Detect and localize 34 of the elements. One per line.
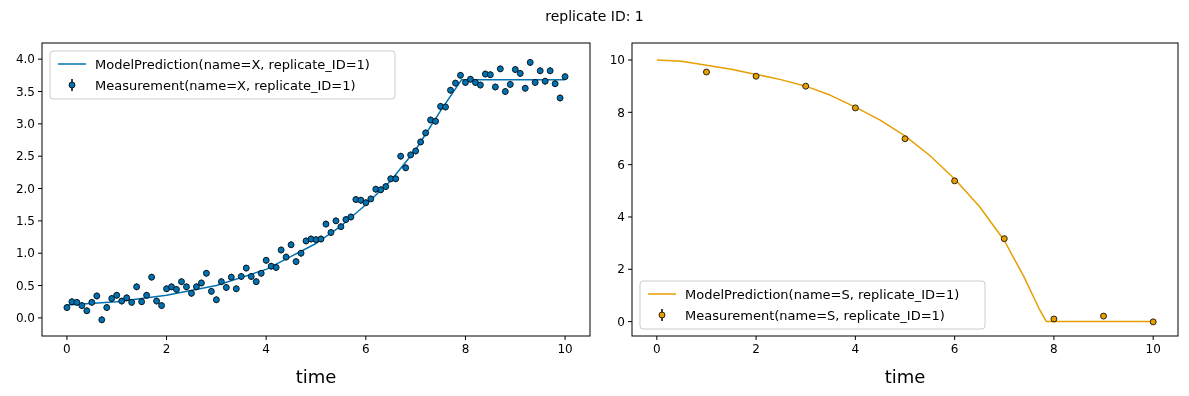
chart-title: replicate ID: 1 xyxy=(545,8,644,24)
y-tick-label: 2.0 xyxy=(15,181,35,196)
y-tick-label: 2.5 xyxy=(15,149,35,164)
x-tick-label: 0 xyxy=(653,342,661,356)
y-tick-label: 4.0 xyxy=(15,52,35,67)
y-tick-label: 0.5 xyxy=(15,278,35,293)
x-tick-label: 10 xyxy=(557,342,573,356)
y-tick-label: 4 xyxy=(617,210,625,225)
legend-label: ModelPrediction(name=X, replicate_ID=1) xyxy=(95,56,370,72)
y-tick-label: 1.5 xyxy=(15,214,35,229)
y-tick-label: 0.0 xyxy=(15,311,35,326)
legend-label: Measurement(name=X, replicate_ID=1) xyxy=(95,77,356,93)
x-tick-label: 8 xyxy=(461,342,470,356)
x-tick-label: 10 xyxy=(1145,342,1161,356)
legend-label: ModelPrediction(name=S, replicate_ID=1) xyxy=(685,286,960,302)
x-tick-label: 2 xyxy=(162,342,171,356)
y-tick-label: 3.0 xyxy=(15,117,35,132)
y-tick-label: 2 xyxy=(617,262,625,277)
legend-label: Measurement(name=S, replicate_ID=1) xyxy=(685,307,945,323)
x-tick-label: 2 xyxy=(752,342,760,356)
y-tick-label: 1.0 xyxy=(15,246,35,261)
x-tick-label: 8 xyxy=(1050,342,1058,356)
x-tick-label: 4 xyxy=(262,342,270,356)
x-axis-title: time xyxy=(295,366,337,387)
x-tick-label: 6 xyxy=(950,342,959,356)
y-tick-label: 10 xyxy=(609,53,625,68)
x-tick-label: 0 xyxy=(63,342,71,356)
y-tick-label: 3.5 xyxy=(15,84,35,99)
x-axis-title: time xyxy=(884,366,926,387)
y-tick-label: 8 xyxy=(617,105,625,120)
x-tick-label: 6 xyxy=(362,342,370,356)
x-tick-label: 4 xyxy=(851,342,860,356)
y-tick-label: 6 xyxy=(617,157,625,172)
y-tick-label: 0 xyxy=(617,314,625,329)
